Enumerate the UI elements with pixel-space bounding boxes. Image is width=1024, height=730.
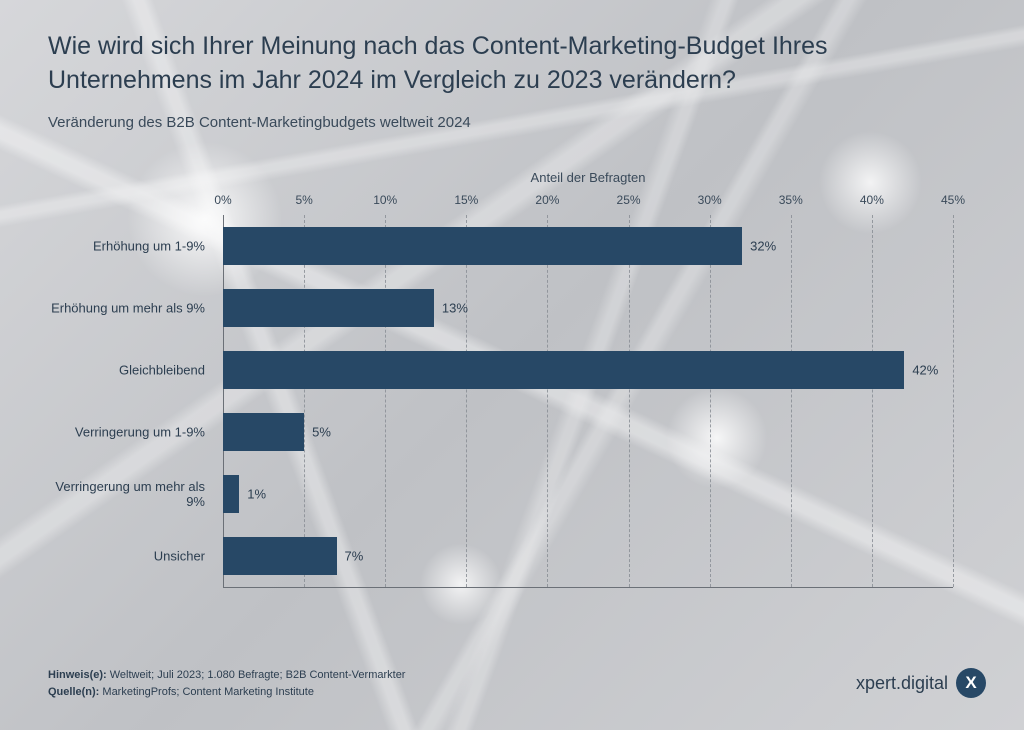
bar: 1% bbox=[223, 475, 239, 513]
bar: 42% bbox=[223, 351, 904, 389]
bar: 7% bbox=[223, 537, 337, 575]
category-label: Erhöhung um mehr als 9% bbox=[38, 301, 213, 316]
x-tick-label: 25% bbox=[617, 193, 641, 207]
gridline bbox=[385, 215, 386, 587]
x-tick-label: 40% bbox=[860, 193, 884, 207]
bar-value-label: 7% bbox=[345, 549, 364, 564]
gridline bbox=[710, 215, 711, 587]
chart-title: Wie wird sich Ihrer Meinung nach das Con… bbox=[48, 30, 976, 98]
category-label: Verringerung um mehr als 9% bbox=[38, 479, 213, 509]
footer-notes: Hinweis(e): Weltweit; Juli 2023; 1.080 B… bbox=[48, 667, 976, 700]
bar: 32% bbox=[223, 227, 742, 265]
x-tick-label: 10% bbox=[373, 193, 397, 207]
table-row: Gleichbleibend42% bbox=[223, 351, 953, 389]
footer-hint-text: Weltweit; Juli 2023; 1.080 Befragte; B2B… bbox=[107, 669, 406, 681]
brand-badge: xpert.digital X bbox=[856, 668, 986, 698]
gridline bbox=[872, 215, 873, 587]
table-row: Unsicher7% bbox=[223, 537, 953, 575]
bar-value-label: 5% bbox=[312, 425, 331, 440]
chart-subtitle: Veränderung des B2B Content-Marketingbud… bbox=[48, 114, 471, 131]
table-row: Erhöhung um 1-9%32% bbox=[223, 227, 953, 265]
table-row: Verringerung um mehr als 9%1% bbox=[223, 475, 953, 513]
x-tick-label: 0% bbox=[214, 193, 231, 207]
gridline bbox=[466, 215, 467, 587]
bar: 5% bbox=[223, 413, 304, 451]
bar: 13% bbox=[223, 289, 434, 327]
brand-logo-icon: X bbox=[956, 668, 986, 698]
table-row: Erhöhung um mehr als 9%13% bbox=[223, 289, 953, 327]
x-tick-label: 5% bbox=[295, 193, 312, 207]
x-axis-title: Anteil der Befragten bbox=[223, 170, 953, 185]
gridline bbox=[953, 215, 954, 587]
gridline bbox=[629, 215, 630, 587]
x-tick-label: 30% bbox=[698, 193, 722, 207]
x-tick-label: 45% bbox=[941, 193, 965, 207]
bar-value-label: 32% bbox=[750, 239, 776, 254]
category-label: Erhöhung um 1-9% bbox=[38, 239, 213, 254]
category-label: Verringerung um 1-9% bbox=[38, 425, 213, 440]
infographic-canvas: Wie wird sich Ihrer Meinung nach das Con… bbox=[0, 0, 1024, 730]
bar-value-label: 42% bbox=[912, 363, 938, 378]
category-label: Unsicher bbox=[38, 549, 213, 564]
bar-chart: Anteil der Befragten 0%5%10%15%20%25%30%… bbox=[48, 170, 968, 630]
gridline bbox=[304, 215, 305, 587]
x-axis-baseline bbox=[223, 587, 953, 588]
plot-area: 0%5%10%15%20%25%30%35%40%45%Erhöhung um … bbox=[223, 215, 953, 587]
gridline bbox=[547, 215, 548, 587]
footer-source-label: Quelle(n): bbox=[48, 686, 99, 698]
category-label: Gleichbleibend bbox=[38, 363, 213, 378]
footer-source-text: MarketingProfs; Content Marketing Instit… bbox=[99, 686, 314, 698]
bar-value-label: 13% bbox=[442, 301, 468, 316]
footer-hint-label: Hinweis(e): bbox=[48, 669, 107, 681]
footer-source: Quelle(n): MarketingProfs; Content Marke… bbox=[48, 684, 976, 701]
bar-value-label: 1% bbox=[247, 487, 266, 502]
brand-name: xpert.digital bbox=[856, 673, 948, 694]
table-row: Verringerung um 1-9%5% bbox=[223, 413, 953, 451]
gridline bbox=[791, 215, 792, 587]
gridline bbox=[223, 215, 224, 587]
x-tick-label: 35% bbox=[779, 193, 803, 207]
x-tick-label: 15% bbox=[454, 193, 478, 207]
x-tick-label: 20% bbox=[535, 193, 559, 207]
footer-hint: Hinweis(e): Weltweit; Juli 2023; 1.080 B… bbox=[48, 667, 976, 684]
